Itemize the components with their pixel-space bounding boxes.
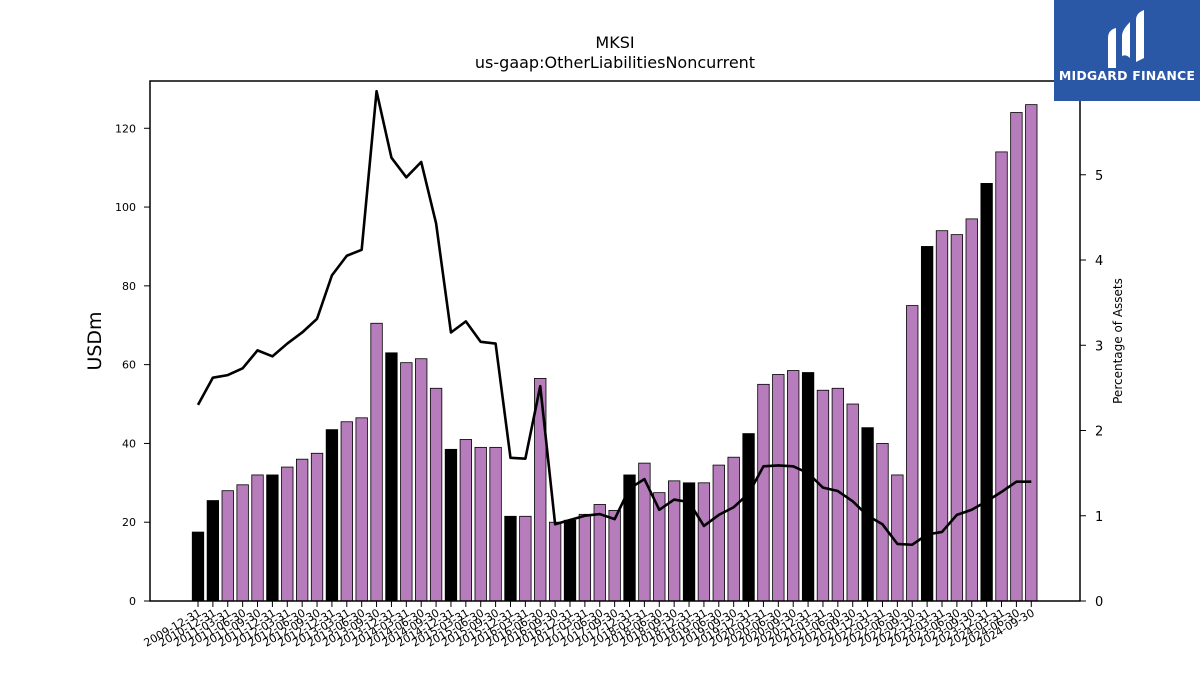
bar-layer xyxy=(191,104,1038,602)
axes-layer: 0204060801001200123452009-12-312010-12-3… xyxy=(115,122,1103,649)
chart-subtitle: us-gaap:OtherLiabilitiesNoncurrent xyxy=(475,53,755,72)
bar xyxy=(920,246,934,602)
bar xyxy=(1010,112,1023,602)
bar xyxy=(504,515,517,602)
y2-tick-label: 1 xyxy=(1095,510,1103,525)
bar xyxy=(489,446,502,602)
bar xyxy=(191,531,205,602)
y-axis-label: USDm xyxy=(84,311,106,370)
line-layer xyxy=(196,89,1032,547)
bar xyxy=(712,464,725,602)
bar xyxy=(906,305,919,602)
logo-mark-icon xyxy=(1108,10,1144,68)
bar xyxy=(281,466,294,602)
bar xyxy=(355,417,368,602)
chart-title: MKSI xyxy=(595,33,634,52)
y2-tick-label: 2 xyxy=(1095,425,1103,440)
y-tick-label: 60 xyxy=(122,359,136,372)
bar xyxy=(578,513,592,602)
y-tick-label: 40 xyxy=(122,437,136,450)
bar xyxy=(548,521,562,602)
bar xyxy=(1025,104,1038,602)
bar xyxy=(608,509,621,602)
y2-tick-label: 4 xyxy=(1095,254,1103,269)
bar xyxy=(415,358,428,602)
bar xyxy=(370,322,383,602)
plot-frame xyxy=(149,80,1081,602)
y2-tick-label: 0 xyxy=(1095,595,1103,610)
bar xyxy=(563,519,577,602)
y-tick-label: 100 xyxy=(115,201,136,214)
bar xyxy=(742,433,755,602)
bar xyxy=(697,482,711,602)
bar xyxy=(801,372,815,602)
bar xyxy=(995,151,1008,602)
bar xyxy=(296,458,309,602)
bar xyxy=(638,462,651,602)
bar xyxy=(266,474,279,602)
bar xyxy=(459,439,472,602)
y2-tick-label: 3 xyxy=(1095,339,1103,354)
y2-axis-label: Percentage of Assets xyxy=(1111,278,1125,404)
bar xyxy=(429,387,443,602)
bar xyxy=(221,490,234,602)
y-tick-label: 0 xyxy=(129,595,136,608)
y-tick-label: 80 xyxy=(122,280,136,293)
bar xyxy=(593,504,606,602)
y2-tick-label: 5 xyxy=(1095,169,1103,184)
bar xyxy=(727,456,740,602)
bar xyxy=(519,515,532,602)
y-tick-label: 20 xyxy=(122,516,136,529)
y-tick-label: 120 xyxy=(115,122,136,135)
bar xyxy=(251,474,264,602)
midgard-finance-logo: MIDGARD FINANCE xyxy=(1054,0,1200,101)
bar xyxy=(325,429,339,602)
bar xyxy=(474,446,487,602)
bar xyxy=(787,370,800,602)
bar xyxy=(816,389,830,602)
bar xyxy=(206,500,220,602)
bar xyxy=(965,218,978,602)
bar xyxy=(980,183,993,602)
bar xyxy=(340,421,353,602)
bar xyxy=(400,362,413,602)
bar xyxy=(950,234,964,602)
bar xyxy=(444,448,458,602)
logo-text: MIDGARD FINANCE xyxy=(1058,68,1196,83)
bar xyxy=(935,230,949,602)
bar xyxy=(757,383,770,602)
bar xyxy=(385,352,398,602)
bar xyxy=(310,452,324,602)
percentage-line xyxy=(196,89,1032,547)
bar xyxy=(772,374,785,602)
bar xyxy=(236,484,249,602)
